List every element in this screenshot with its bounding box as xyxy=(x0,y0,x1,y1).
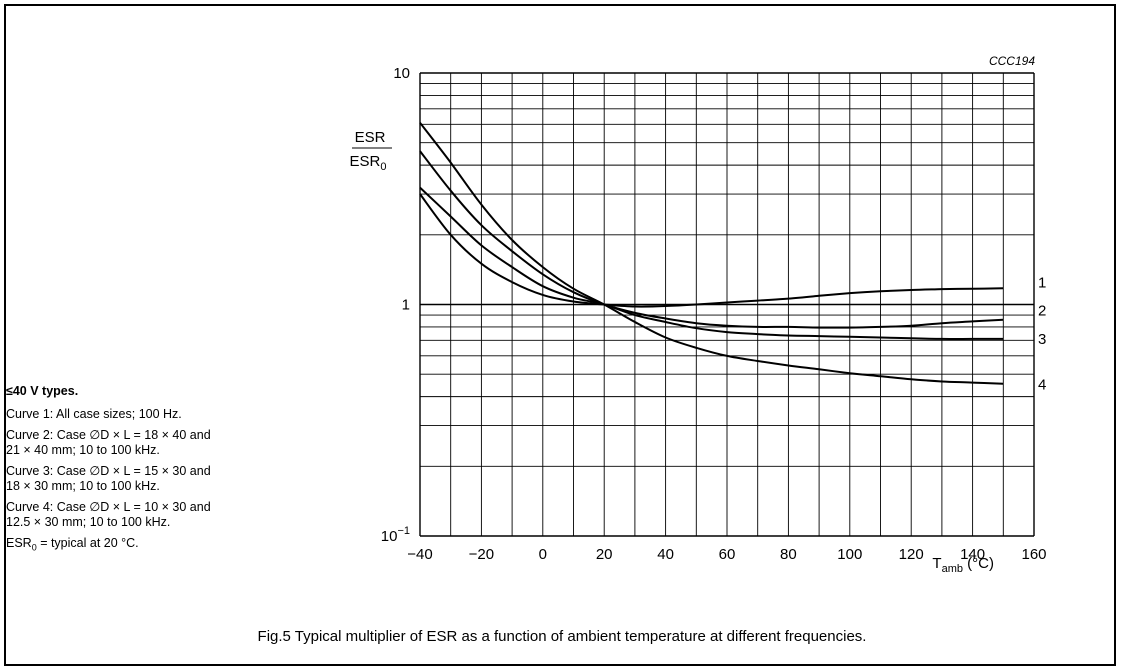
note-curve-4-line-1: Curve 4: Case ∅D × L = 10 × 30 and xyxy=(6,500,211,514)
notes-block: ≤40 V types. Curve 1: All case sizes; 10… xyxy=(6,384,296,562)
curve-2 xyxy=(419,150,1004,329)
curve-1 xyxy=(419,193,1004,308)
x-tick-label: 60 xyxy=(719,546,736,563)
chart-labels: −40 −20 0 20 40 60 80 100 120 140 160 10 1 10−1 1 2 3 4 xyxy=(381,65,1047,563)
note-curve-3-line-1: Curve 3: Case ∅D × L = 15 × 30 and xyxy=(6,464,211,478)
notes-heading: ≤40 V types. xyxy=(6,384,79,398)
note-esr0: ESR0 = typical at 20 °C. xyxy=(6,536,139,553)
y-label-denominator: ESR0 xyxy=(350,153,387,173)
note-curve-3: Curve 3: Case ∅D × L = 15 × 30 and 18 × … xyxy=(6,464,296,494)
x-tick-label: 0 xyxy=(539,546,547,563)
note-curve-2-line-1: Curve 2: Case ∅D × L = 18 × 40 and xyxy=(6,428,211,442)
curve-label-2: 2 xyxy=(1038,303,1046,320)
figure-caption: Fig.5 Typical multiplier of ESR as a fun… xyxy=(257,628,867,645)
x-tick-label: 100 xyxy=(837,546,862,563)
x-tick-label: −40 xyxy=(407,546,432,563)
figure-frame xyxy=(4,4,1116,666)
chart-curves xyxy=(419,122,1004,385)
curve-3 xyxy=(419,186,1004,340)
curve-label-3: 3 xyxy=(1038,331,1046,348)
note-curve-2: Curve 2: Case ∅D × L = 18 × 40 and 21 × … xyxy=(6,428,296,458)
x-tick-label: 120 xyxy=(899,546,924,563)
x-tick-label: 80 xyxy=(780,546,797,563)
y-tick-label: 10−1 xyxy=(381,525,410,545)
note-curve-1: Curve 1: All case sizes; 100 Hz. xyxy=(6,407,182,421)
note-curve-4: Curve 4: Case ∅D × L = 10 × 30 and 12.5 … xyxy=(6,500,296,530)
curve-label-4: 4 xyxy=(1038,377,1046,394)
x-tick-label: 160 xyxy=(1021,546,1046,563)
x-tick-label: 20 xyxy=(596,546,613,563)
note-curve-3-line-2: 18 × 30 mm; 10 to 100 kHz. xyxy=(6,479,160,493)
x-axis-label: Tamb (°C) xyxy=(932,555,994,575)
note-curve-4-line-2: 12.5 × 30 mm; 10 to 100 kHz. xyxy=(6,515,171,529)
y-tick-label: 1 xyxy=(402,297,410,314)
curve-4 xyxy=(419,122,1004,385)
y-label-numerator: ESR xyxy=(355,129,386,146)
x-tick-label: −20 xyxy=(469,546,494,563)
y-tick-label: 10 xyxy=(393,65,410,82)
reference-code: CCC194 xyxy=(989,54,1035,68)
curve-label-1: 1 xyxy=(1038,274,1046,291)
note-curve-2-line-2: 21 × 40 mm; 10 to 100 kHz. xyxy=(6,443,160,457)
chart-grid xyxy=(419,72,1035,537)
x-tick-label: 140 xyxy=(960,546,985,563)
x-tick-label: 40 xyxy=(657,546,674,563)
